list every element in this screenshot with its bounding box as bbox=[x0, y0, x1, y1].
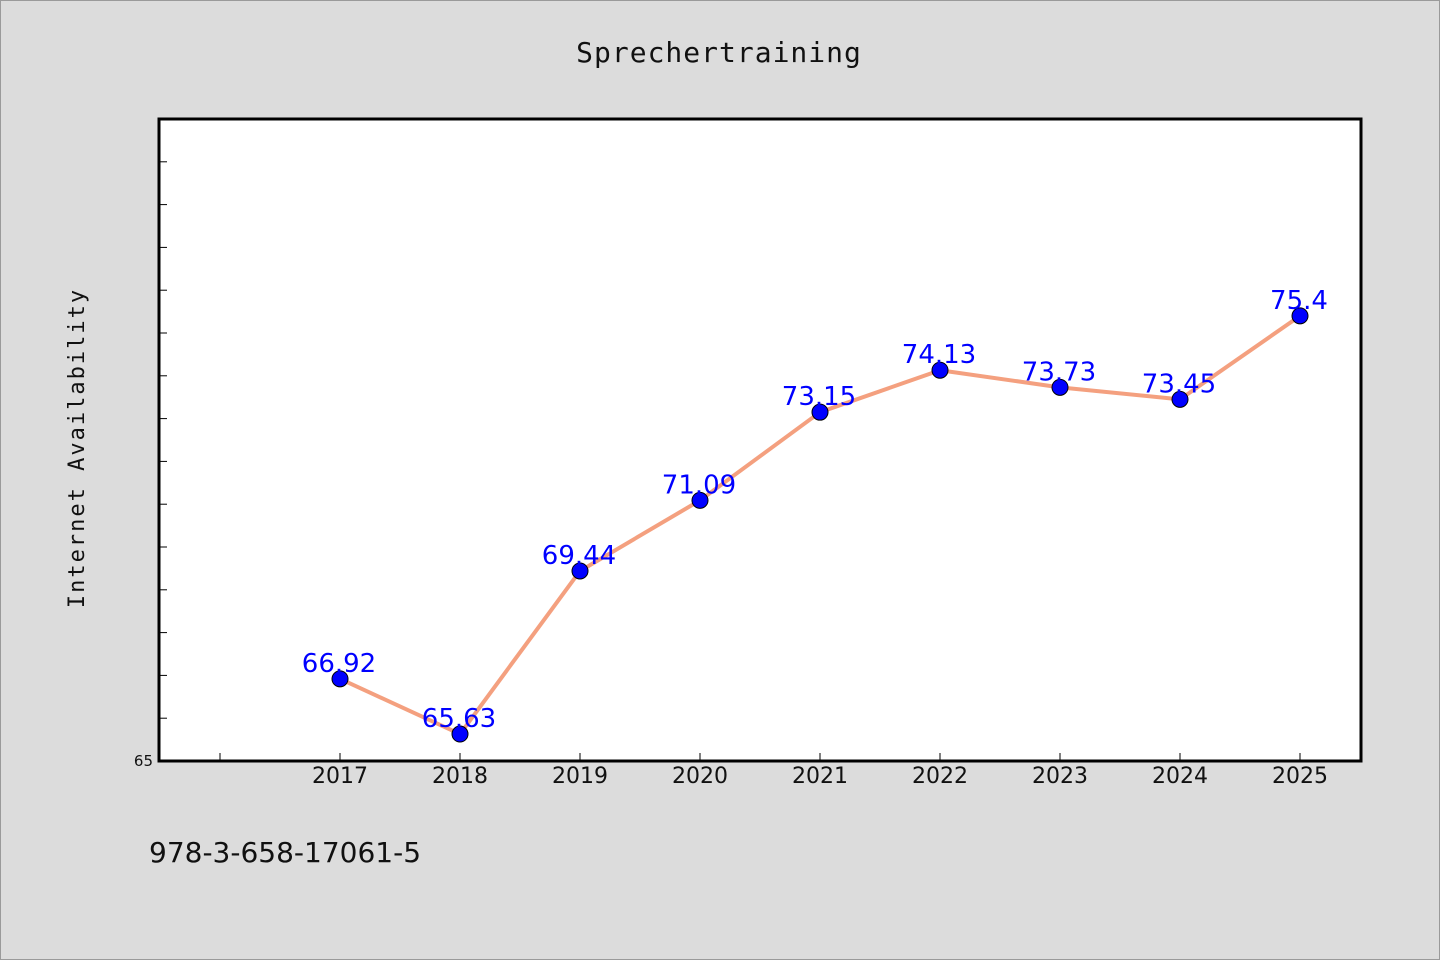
data-point bbox=[571, 562, 589, 580]
data-label: 66.92 bbox=[302, 649, 376, 679]
data-label: 69.44 bbox=[542, 541, 616, 571]
series-layer bbox=[331, 307, 1309, 743]
x-tick-label: 2020 bbox=[672, 764, 728, 789]
x-axis-ticks: 2017 2018 2019 2020 2021 2022 2023 2024 2025 bbox=[219, 753, 1328, 789]
plot-area bbox=[157, 117, 1363, 763]
data-label: 71.09 bbox=[662, 470, 736, 500]
x-tick-label: 2022 bbox=[912, 764, 968, 789]
data-point bbox=[931, 361, 949, 379]
chart-title: Sprechertraining bbox=[576, 36, 862, 69]
data-label: 65.63 bbox=[422, 704, 496, 734]
data-point bbox=[451, 725, 469, 743]
data-labels-layer: 66.92 65.63 69.44 71.09 73.15 74.13 73.73 73.45… bbox=[302, 286, 1328, 734]
data-label: 74.13 bbox=[902, 340, 976, 370]
y-tick-label: 65 bbox=[134, 752, 153, 770]
x-tick-label: 2024 bbox=[1152, 764, 1208, 789]
data-point bbox=[1171, 390, 1189, 408]
x-tick-label: 2018 bbox=[432, 764, 488, 789]
data-point bbox=[1051, 378, 1069, 396]
x-tick-label: 2017 bbox=[312, 764, 368, 789]
data-label: 73.73 bbox=[1022, 357, 1096, 387]
x-tick-label: 2025 bbox=[1272, 764, 1328, 789]
x-tick-label: 2019 bbox=[552, 764, 608, 789]
y-axis-label: Internet Availability bbox=[65, 288, 90, 608]
data-label: 73.45 bbox=[1142, 369, 1216, 399]
data-point bbox=[691, 491, 709, 509]
x-tick-label: 2021 bbox=[792, 764, 848, 789]
y-axis-ticks: 65 bbox=[134, 161, 167, 770]
footer-isbn: 978-3-658-17061-5 bbox=[149, 836, 421, 869]
data-point bbox=[811, 403, 829, 421]
data-point bbox=[1291, 307, 1309, 325]
x-tick-label: 2023 bbox=[1032, 764, 1088, 789]
data-label: 75.4 bbox=[1270, 286, 1328, 316]
data-point bbox=[331, 670, 349, 688]
data-label: 73.15 bbox=[782, 382, 856, 412]
